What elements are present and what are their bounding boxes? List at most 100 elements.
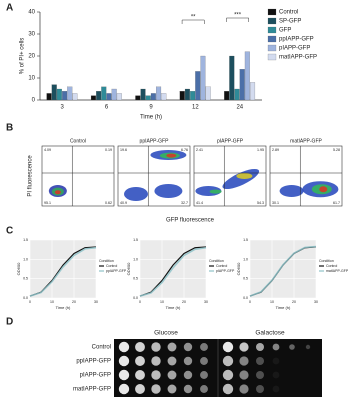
panel-label: B <box>6 123 13 134</box>
legend-label: matIAPP-GFP <box>326 269 349 273</box>
yeast-spot <box>183 370 193 380</box>
x-tick-label: 20 <box>292 300 296 304</box>
legend-swatch <box>267 17 277 25</box>
legend-label: ppIAPP-GFP <box>106 269 127 273</box>
legend-label: ppIAPP-GFP <box>279 37 314 43</box>
legend-swatch <box>267 53 277 61</box>
significance-label: ** <box>191 15 196 21</box>
yeast-spot <box>151 384 161 394</box>
flow-title: Control <box>70 138 86 144</box>
yeast-spot <box>272 357 280 365</box>
y-tick-label: 0.5 <box>133 277 138 281</box>
flow-title: ppIAPP-GFP <box>140 138 170 144</box>
bar <box>140 88 146 101</box>
yeast-spot <box>167 384 177 394</box>
quadrant-percent: 5.28 <box>333 148 340 152</box>
flow-title: pIAPP-GFP <box>217 138 244 144</box>
yeast-spot <box>200 357 208 365</box>
yeast-spot <box>239 342 249 352</box>
bar <box>184 88 190 101</box>
y-axis-title: PI fluorescence <box>28 155 34 197</box>
growth-curve <box>29 246 97 297</box>
bar <box>239 69 245 101</box>
bar <box>62 91 68 101</box>
bar <box>195 71 201 101</box>
bar <box>200 55 206 101</box>
yeast-spot <box>256 357 264 365</box>
bar <box>179 91 185 101</box>
legend-swatch <box>267 35 277 43</box>
density-blob <box>319 186 328 193</box>
density-blob <box>209 189 222 194</box>
y-tick-label: 0.5 <box>243 277 248 281</box>
bar <box>135 95 141 101</box>
quadrant-percent: 19.6 <box>120 148 127 152</box>
quadrant-percent: 30.1 <box>272 201 279 205</box>
yeast-spot <box>222 383 234 395</box>
bar <box>244 51 250 101</box>
yeast-spot <box>167 356 177 366</box>
yeast-spot <box>167 342 177 352</box>
yeast-spot <box>200 385 208 393</box>
bar <box>234 88 240 101</box>
panel-label: D <box>6 317 13 328</box>
yeast-spot <box>151 342 161 352</box>
yeast-spot <box>200 371 208 379</box>
yeast-spot <box>239 370 249 380</box>
strain-label: pIAPP-GFP <box>80 373 111 379</box>
bar <box>150 93 156 101</box>
yeast-spot <box>239 384 249 394</box>
bar <box>229 55 235 101</box>
quadrant-percent: 41.4 <box>196 201 203 205</box>
y-tick-label: 1.0 <box>23 257 28 261</box>
quadrant-percent: 6.76 <box>181 148 188 152</box>
quadrant-percent: 40.9 <box>120 201 127 205</box>
panel-label: C <box>6 226 13 237</box>
legend-label: Control <box>279 10 298 16</box>
x-tick-label: 9 <box>149 105 153 111</box>
y-tick-label: 1.5 <box>243 238 248 242</box>
bar <box>161 93 167 101</box>
quadrant-percent: 95.1 <box>44 201 51 205</box>
x-tick-label: 30 <box>314 300 318 304</box>
legend-label: Control <box>326 264 338 268</box>
bar <box>111 88 117 101</box>
y-tick-label: 40 <box>28 10 35 16</box>
quadrant-percent: 1.95 <box>257 148 264 152</box>
x-tick-label: 20 <box>182 300 186 304</box>
yeast-spot <box>256 371 264 379</box>
yeast-spot <box>222 369 234 381</box>
yeast-spot <box>289 344 295 350</box>
y-axis-title: OD600 <box>126 262 131 275</box>
legend-title: Condition <box>99 259 114 263</box>
quadrant-percent: 4.09 <box>44 148 51 152</box>
legend-label: pIAPP-GFP <box>279 46 310 52</box>
bar <box>156 86 162 101</box>
bar <box>72 93 78 101</box>
medium-label: Galactose <box>255 330 285 337</box>
y-tick-label: 20 <box>28 54 35 60</box>
quadrant-percent: 0.19 <box>105 148 112 152</box>
x-axis-title: Time (h) <box>166 305 181 310</box>
x-tick-label: 0 <box>249 300 251 304</box>
bar <box>90 95 96 101</box>
strain-label: matIAPP-GFP <box>73 387 111 393</box>
y-tick-label: 1.0 <box>133 257 138 261</box>
flow-plot <box>269 145 343 207</box>
bar <box>56 88 62 101</box>
quadrant-percent: 2.41 <box>196 148 203 152</box>
flow-plot <box>41 145 115 207</box>
y-tick-label: 30 <box>28 32 35 38</box>
legend-swatch <box>267 44 277 52</box>
x-tick-label: 24 <box>236 105 243 111</box>
bar <box>101 86 107 101</box>
legend-title: Condition <box>319 259 334 263</box>
medium-label: Glucose <box>154 330 178 337</box>
x-axis-title: GFP fluorescence <box>166 218 215 224</box>
legend-title: Condition <box>209 259 224 263</box>
density-blob <box>54 190 61 195</box>
bar <box>224 91 230 101</box>
legend-label: matIAPP-GFP <box>279 55 317 61</box>
yeast-spot <box>272 371 280 379</box>
